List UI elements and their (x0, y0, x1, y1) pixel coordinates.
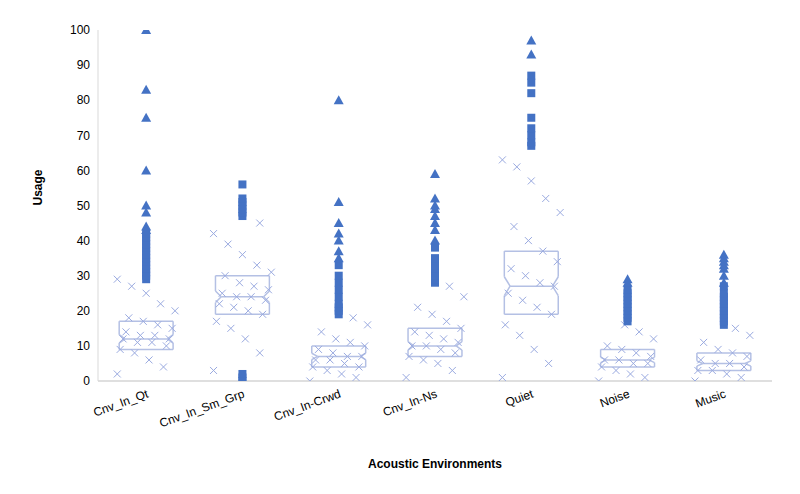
svg-text:Music: Music (694, 387, 728, 411)
svg-text:Quiet: Quiet (503, 386, 535, 409)
svg-text:Usage: Usage (31, 169, 45, 205)
svg-text:30: 30 (77, 269, 91, 283)
svg-text:90: 90 (77, 58, 91, 72)
svg-text:10: 10 (77, 339, 91, 353)
svg-text:0: 0 (83, 374, 90, 388)
svg-text:20: 20 (77, 304, 91, 318)
svg-text:Cnv_In-Crwd: Cnv_In-Crwd (272, 387, 343, 424)
svg-text:Cnv_In_Qt: Cnv_In_Qt (91, 386, 150, 419)
svg-text:100: 100 (70, 23, 90, 37)
svg-text:50: 50 (77, 199, 91, 213)
svg-text:Cnv_In_Sm_Grp: Cnv_In_Sm_Grp (158, 387, 247, 431)
svg-text:70: 70 (77, 129, 91, 143)
svg-text:Acoustic Environments: Acoustic Environments (368, 457, 502, 471)
svg-text:Noise: Noise (598, 387, 632, 411)
svg-text:Cnv_In-Ns: Cnv_In-Ns (381, 387, 439, 420)
svg-text:40: 40 (77, 234, 91, 248)
svg-text:60: 60 (77, 164, 91, 178)
svg-text:80: 80 (77, 93, 91, 107)
